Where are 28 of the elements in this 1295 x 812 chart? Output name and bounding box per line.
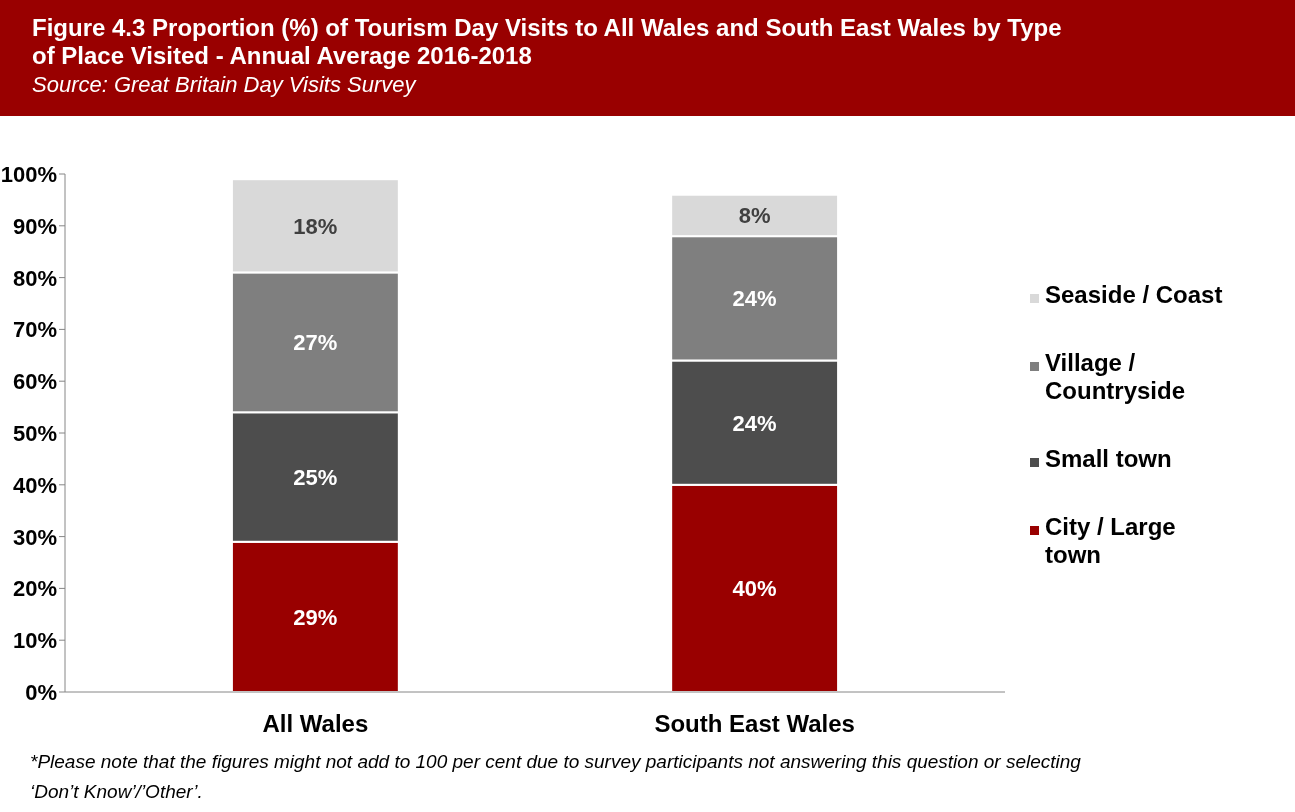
y-tick-label: 100%	[0, 162, 57, 187]
legend-label: Small town	[1045, 445, 1172, 472]
y-tick-label: 60%	[12, 369, 57, 395]
y-tick-label: 10%	[12, 628, 57, 654]
data-label: 18%	[293, 213, 338, 239]
legend-label: City / Large town	[1045, 513, 1176, 568]
data-label: 24%	[732, 286, 777, 312]
y-tick-label: 70%	[12, 317, 57, 343]
x-tick-label: South East Wales	[654, 710, 855, 737]
data-label: 27%	[293, 330, 338, 356]
data-label: 29%	[293, 604, 338, 630]
y-tick-label: 0%	[25, 680, 57, 705]
chart-subtitle: Source: Great Britain Day Visits Survey	[32, 72, 418, 97]
y-tick-label: 80%	[12, 265, 57, 291]
y-tick-label: 40%	[12, 472, 57, 498]
y-tick-label: 50%	[12, 421, 57, 446]
x-tick-label: All Wales	[262, 710, 369, 737]
data-label: 8%	[738, 203, 771, 229]
data-label: 25%	[293, 465, 338, 491]
y-tick-label: 30%	[12, 524, 57, 550]
y-tick-label: 90%	[12, 213, 57, 239]
data-label: 24%	[732, 410, 777, 436]
data-label: 40%	[732, 576, 777, 602]
legend-label: Seaside / Coast	[1045, 281, 1223, 308]
y-tick-label: 20%	[12, 576, 57, 602]
chart-title: Figure 4.3 Proportion (%) of Tourism Day Visits to All Wales and South East Wales by Type of Place Visited - Annual Average 2016-2018	[32, 14, 1062, 69]
legend-label: Village / Countryside	[1045, 349, 1186, 404]
text: *Please note that the figures might not add to 100 per cent due to survey participants not answering this question or selecting ‘Don’t Know’/’Other’.	[30, 751, 1082, 802]
